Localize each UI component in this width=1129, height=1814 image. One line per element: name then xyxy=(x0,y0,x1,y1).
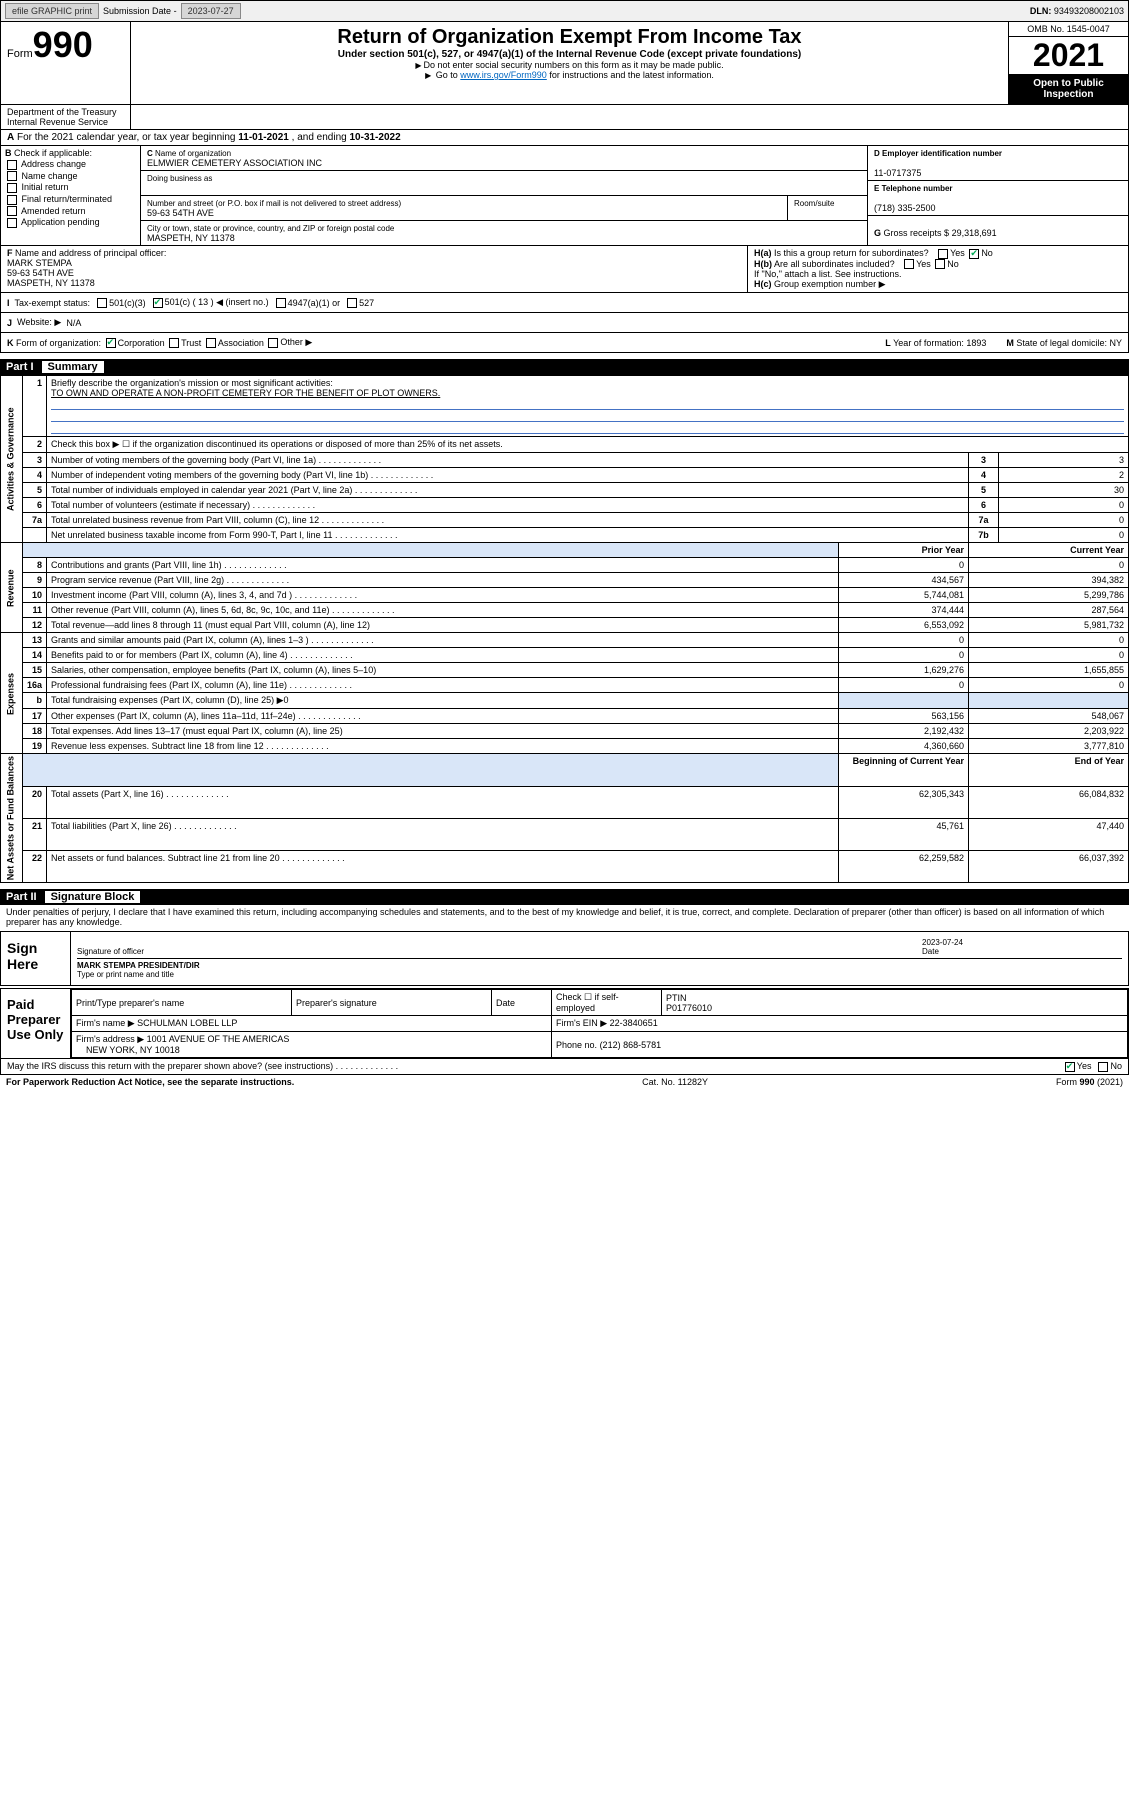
exp-row: 19Revenue less expenses. Subtract line 1… xyxy=(1,739,1129,754)
form-header: Form990 Return of Organization Exempt Fr… xyxy=(0,22,1129,105)
rev-row: 9Program service revenue (Part VIII, lin… xyxy=(1,573,1129,588)
side-governance: Activities & Governance xyxy=(1,376,23,543)
irs-link[interactable]: www.irs.gov/Form990 xyxy=(460,70,547,80)
gov-row: 3Number of voting members of the governi… xyxy=(1,453,1129,468)
gov-row: 5Total number of individuals employed in… xyxy=(1,483,1129,498)
dept-treasury: Department of the Treasury Internal Reve… xyxy=(1,105,131,129)
subdate-btn[interactable]: 2023-07-27 xyxy=(181,3,241,19)
rev-row: 8Contributions and grants (Part VIII, li… xyxy=(1,558,1129,573)
box-c: C Name of organizationELMWIER CEMETERY A… xyxy=(141,146,868,245)
box-d: D Employer identification number11-07173… xyxy=(868,146,1128,245)
form-note2: Go to www.irs.gov/Form990 for instructio… xyxy=(137,70,1002,80)
efile-btn[interactable]: efile GRAPHIC print xyxy=(5,3,99,19)
discuss-row: May the IRS discuss this return with the… xyxy=(0,1059,1129,1075)
exp-row: 16aProfessional fundraising fees (Part I… xyxy=(1,678,1129,693)
form-title: Return of Organization Exempt From Incom… xyxy=(137,26,1002,49)
top-bar: efile GRAPHIC print Submission Date - 20… xyxy=(0,0,1129,22)
side-netassets: Net Assets or Fund Balances xyxy=(1,754,23,883)
side-revenue: Revenue xyxy=(1,543,23,633)
row-klm: K Form of organization: Corporation Trus… xyxy=(0,333,1129,353)
section-bcd: B Check if applicable: Address change Na… xyxy=(0,146,1129,246)
declaration: Under penalties of perjury, I declare th… xyxy=(0,905,1129,929)
exp-row: 15Salaries, other compensation, employee… xyxy=(1,663,1129,678)
side-expenses: Expenses xyxy=(1,633,23,754)
gov-row: 7aTotal unrelated business revenue from … xyxy=(1,513,1129,528)
box-h: H(a) Is this a group return for subordin… xyxy=(748,246,1128,292)
gov-row: 4Number of independent voting members of… xyxy=(1,468,1129,483)
net-row: 20Total assets (Part X, line 16)62,305,3… xyxy=(1,786,1129,818)
box-f: F Name and address of principal officer:… xyxy=(1,246,748,292)
net-row: 21Total liabilities (Part X, line 26)45,… xyxy=(1,818,1129,850)
net-row: 22Net assets or fund balances. Subtract … xyxy=(1,851,1129,883)
line-a: A For the 2021 calendar year, or tax yea… xyxy=(0,130,1129,146)
omb-number: OMB No. 1545-0047 xyxy=(1009,22,1128,37)
rev-row: 11Other revenue (Part VIII, column (A), … xyxy=(1,603,1129,618)
exp-row: 14Benefits paid to or for members (Part … xyxy=(1,648,1129,663)
box-b: B Check if applicable: Address change Na… xyxy=(1,146,141,245)
row-fh: F Name and address of principal officer:… xyxy=(0,246,1129,293)
exp-row: bTotal fundraising expenses (Part IX, co… xyxy=(1,693,1129,709)
page-footer: For Paperwork Reduction Act Notice, see … xyxy=(0,1075,1129,1089)
part1-header: Part I Summary xyxy=(0,359,1129,375)
exp-row: 18Total expenses. Add lines 13–17 (must … xyxy=(1,724,1129,739)
form-number: Form990 xyxy=(7,24,124,66)
gov-row: 6Total number of volunteers (estimate if… xyxy=(1,498,1129,513)
rev-row: 10Investment income (Part VIII, column (… xyxy=(1,588,1129,603)
form-note1: Do not enter social security numbers on … xyxy=(137,60,1002,70)
tax-year: 2021 xyxy=(1009,37,1128,74)
open-inspection: Open to Public Inspection xyxy=(1009,74,1128,104)
paid-preparer-block: Paid Preparer Use Only Print/Type prepar… xyxy=(0,988,1129,1059)
gov-row: Net unrelated business taxable income fr… xyxy=(1,528,1129,543)
row-i: I Tax-exempt status: 501(c)(3) 501(c) ( … xyxy=(0,293,1129,313)
rev-row: 12Total revenue—add lines 8 through 11 (… xyxy=(1,618,1129,633)
part1-table: Activities & Governance 1 Briefly descri… xyxy=(0,375,1129,883)
exp-row: 17Other expenses (Part IX, column (A), l… xyxy=(1,709,1129,724)
sign-here-block: Sign Here Signature of officer 2023-07-2… xyxy=(0,931,1129,986)
form-subtitle: Under section 501(c), 527, or 4947(a)(1)… xyxy=(137,49,1002,60)
part2-header: Part II Signature Block xyxy=(0,889,1129,905)
subdate-label: Submission Date - xyxy=(103,6,177,16)
dln-label: DLN: 93493208002103 xyxy=(1030,6,1124,16)
row-j: J Website: ▶ N/A xyxy=(0,313,1129,333)
